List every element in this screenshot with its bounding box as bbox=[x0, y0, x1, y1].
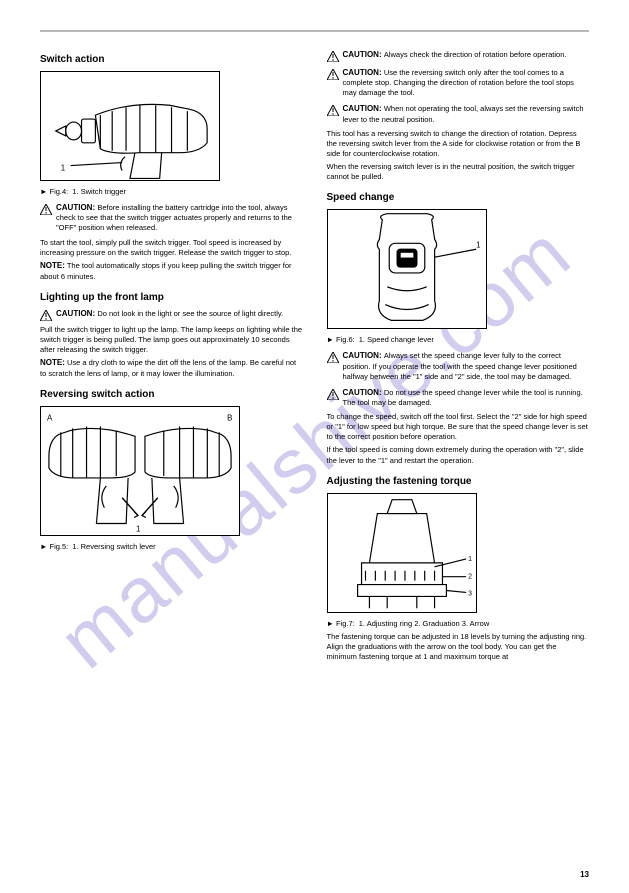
caution-2-label: CAUTION: bbox=[56, 309, 95, 318]
caution-r3-label: CAUTION: bbox=[343, 104, 382, 113]
torque-para: The fastening torque can be adjusted in … bbox=[327, 632, 590, 662]
caution-r1-text: Always check the direction of rotation b… bbox=[384, 50, 567, 59]
caution-r2: CAUTION: Use the reversing switch only a… bbox=[327, 68, 590, 98]
reversing-para-1: This tool has a reversing switch to chan… bbox=[327, 129, 590, 159]
section-title-reversing: Reversing switch action bbox=[40, 389, 303, 400]
note-1-text: The tool automatically stops if you keep… bbox=[40, 261, 292, 281]
warning-icon bbox=[327, 352, 339, 363]
caution-r5-label: CAUTION: bbox=[343, 388, 382, 397]
svg-text:1: 1 bbox=[468, 556, 472, 563]
header-rule bbox=[40, 30, 589, 32]
caution-2-text: Do not look in the light or see the sour… bbox=[97, 309, 283, 318]
caution-r3: CAUTION: When not operating the tool, al… bbox=[327, 104, 590, 124]
left-column: Switch action 1 bbox=[40, 44, 303, 665]
fig7-label: ► Fig.7: bbox=[327, 619, 355, 629]
note-1-label: NOTE: bbox=[40, 261, 65, 270]
warning-icon bbox=[40, 204, 52, 215]
figure-6-caption: ► Fig.6: 1. Speed change lever bbox=[327, 335, 590, 345]
svg-text:1: 1 bbox=[476, 241, 480, 250]
caution-r4-label: CAUTION: bbox=[343, 351, 382, 360]
caution-r1-label: CAUTION: bbox=[343, 50, 382, 59]
svg-text:1: 1 bbox=[61, 164, 66, 173]
page-number: 13 bbox=[580, 870, 589, 879]
speed-para-2: If the tool speed is coming down extreme… bbox=[327, 445, 590, 465]
caution-1: CAUTION: Before installing the battery c… bbox=[40, 203, 303, 233]
fig4-callouts: 1. Switch trigger bbox=[72, 187, 126, 197]
note-1: NOTE: The tool automatically stops if yo… bbox=[40, 261, 303, 282]
caution-r2-label: CAUTION: bbox=[343, 68, 382, 77]
caution-2: CAUTION: Do not look in the light or see… bbox=[40, 309, 303, 321]
warning-icon bbox=[327, 51, 339, 62]
note-2-label: NOTE: bbox=[40, 358, 65, 367]
switch-action-para: To start the tool, simply pull the switc… bbox=[40, 238, 303, 258]
figure-4-caption: ► Fig.4: 1. Switch trigger bbox=[40, 187, 303, 197]
speed-para-1: To change the speed, switch off the tool… bbox=[327, 412, 590, 442]
warning-icon bbox=[327, 69, 339, 80]
figure-6-frame: 1 bbox=[327, 209, 487, 329]
svg-text:B: B bbox=[227, 413, 232, 422]
drill-reversing-icon: A B 1 bbox=[41, 406, 239, 536]
two-column-layout: Switch action 1 bbox=[40, 44, 589, 665]
note-2-text: Use a dry cloth to wipe the dirt off the… bbox=[40, 358, 296, 378]
svg-text:2: 2 bbox=[468, 573, 472, 580]
svg-text:A: A bbox=[47, 413, 53, 422]
fig5-callouts: 1. Reversing switch lever bbox=[72, 542, 155, 552]
fig5-label: ► Fig.5: bbox=[40, 542, 68, 552]
warning-icon bbox=[327, 389, 339, 400]
warning-icon bbox=[40, 310, 52, 321]
figure-5-frame: A B 1 bbox=[40, 406, 240, 536]
lamp-para: Pull the switch trigger to light up the … bbox=[40, 325, 303, 355]
warning-icon bbox=[327, 105, 339, 116]
fig6-label: ► Fig.6: bbox=[327, 335, 355, 345]
section-title-switch-action: Switch action bbox=[40, 54, 303, 65]
figure-5-caption: ► Fig.5: 1. Reversing switch lever bbox=[40, 542, 303, 552]
reversing-para-2: When the reversing switch lever is in th… bbox=[327, 162, 590, 182]
right-column: CAUTION: Always check the direction of r… bbox=[327, 44, 590, 665]
svg-text:1: 1 bbox=[136, 524, 141, 533]
caution-r4: CAUTION: Always set the speed change lev… bbox=[327, 351, 590, 381]
caution-r5: CAUTION: Do not use the speed change lev… bbox=[327, 388, 590, 408]
figure-7-caption: ► Fig.7: 1. Adjusting ring 2. Graduation… bbox=[327, 619, 590, 629]
caution-r1: CAUTION: Always check the direction of r… bbox=[327, 50, 590, 62]
drill-top-icon: 1 bbox=[328, 209, 486, 329]
caution-1-label: CAUTION: bbox=[56, 203, 95, 212]
fig7-callouts: 1. Adjusting ring 2. Graduation 3. Arrow bbox=[359, 619, 490, 629]
chuck-adjusting-icon: 1 2 3 bbox=[328, 493, 476, 613]
page-content: Switch action 1 bbox=[0, 0, 629, 695]
section-title-torque: Adjusting the fastening torque bbox=[327, 476, 590, 487]
figure-4-frame: 1 bbox=[40, 71, 220, 181]
figure-7-frame: 1 2 3 bbox=[327, 493, 477, 613]
note-2: NOTE: Use a dry cloth to wipe the dirt o… bbox=[40, 358, 303, 379]
svg-text:3: 3 bbox=[468, 590, 472, 597]
fig4-label: ► Fig.4: bbox=[40, 187, 68, 197]
drill-side-icon: 1 bbox=[41, 71, 219, 181]
fig6-callouts: 1. Speed change lever bbox=[359, 335, 434, 345]
section-title-lamp: Lighting up the front lamp bbox=[40, 292, 303, 303]
section-title-speed: Speed change bbox=[327, 192, 590, 203]
